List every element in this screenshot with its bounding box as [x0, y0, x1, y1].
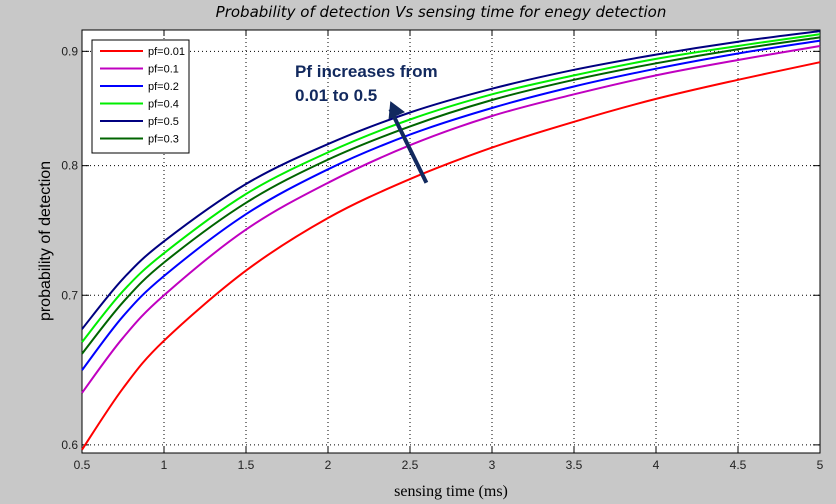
legend-label: pf=0.2 — [148, 81, 179, 93]
series-lines — [81, 30, 821, 451]
x-tick-label: 0.5 — [74, 458, 91, 472]
x-tick-label: 2.5 — [402, 458, 419, 472]
x-axis-label: sensing time (ms) — [394, 483, 508, 500]
series-line-pf-0-3 — [81, 36, 821, 355]
y-tick-label: 0.8 — [61, 159, 78, 173]
series-line-pf-0-2 — [81, 39, 821, 371]
y-tick-label: 0.6 — [61, 438, 78, 452]
x-tick-label: 5 — [817, 458, 824, 472]
y-tick-label: 0.9 — [61, 44, 78, 58]
annotation-line-2: 0.01 to 0.5 — [295, 86, 377, 105]
legend-label: pf=0.3 — [148, 134, 179, 146]
legend-label: pf=0.5 — [148, 116, 179, 128]
axis-ticks: 0.5 1 1.5 2 2.5 3 3.5 4 4.5 5 0.6 0.7 0.8 0.9 — [61, 30, 824, 472]
x-tick-label: 4.5 — [730, 458, 747, 472]
legend: pf=0.01 pf=0.1 pf=0.2 pf=0.4 pf=0.5 pf=0.3 — [91, 39, 190, 154]
annotation-arrow-head — [388, 101, 406, 120]
x-tick-label: 4 — [653, 458, 660, 472]
series-line-pf-0-01 — [81, 61, 821, 451]
x-tick-label: 3.5 — [566, 458, 583, 472]
x-tick-label: 2 — [325, 458, 332, 472]
series-line-pf-0-4 — [81, 33, 821, 343]
plot-area — [81, 29, 821, 454]
chart-title: Probability of detection Vs sensing time… — [216, 3, 667, 21]
x-tick-label: 1 — [161, 458, 168, 472]
grid — [82, 30, 820, 453]
annotation-arrow-shaft — [388, 108, 429, 184]
legend-label: pf=0.4 — [148, 99, 179, 111]
x-tick-label: 3 — [489, 458, 496, 472]
y-tick-label: 0.7 — [61, 288, 78, 302]
annotation-line-1: Pf increases from — [295, 62, 438, 81]
x-tick-label: 1.5 — [238, 458, 255, 472]
y-axis-label: probability of detection — [37, 161, 54, 321]
legend-label: pf=0.01 — [148, 46, 185, 58]
legend-box — [91, 39, 190, 154]
legend-label: pf=0.1 — [148, 64, 179, 76]
annotation: Pf increases from 0.01 to 0.5 — [295, 62, 438, 184]
series-line-pf-0-5 — [81, 30, 821, 330]
